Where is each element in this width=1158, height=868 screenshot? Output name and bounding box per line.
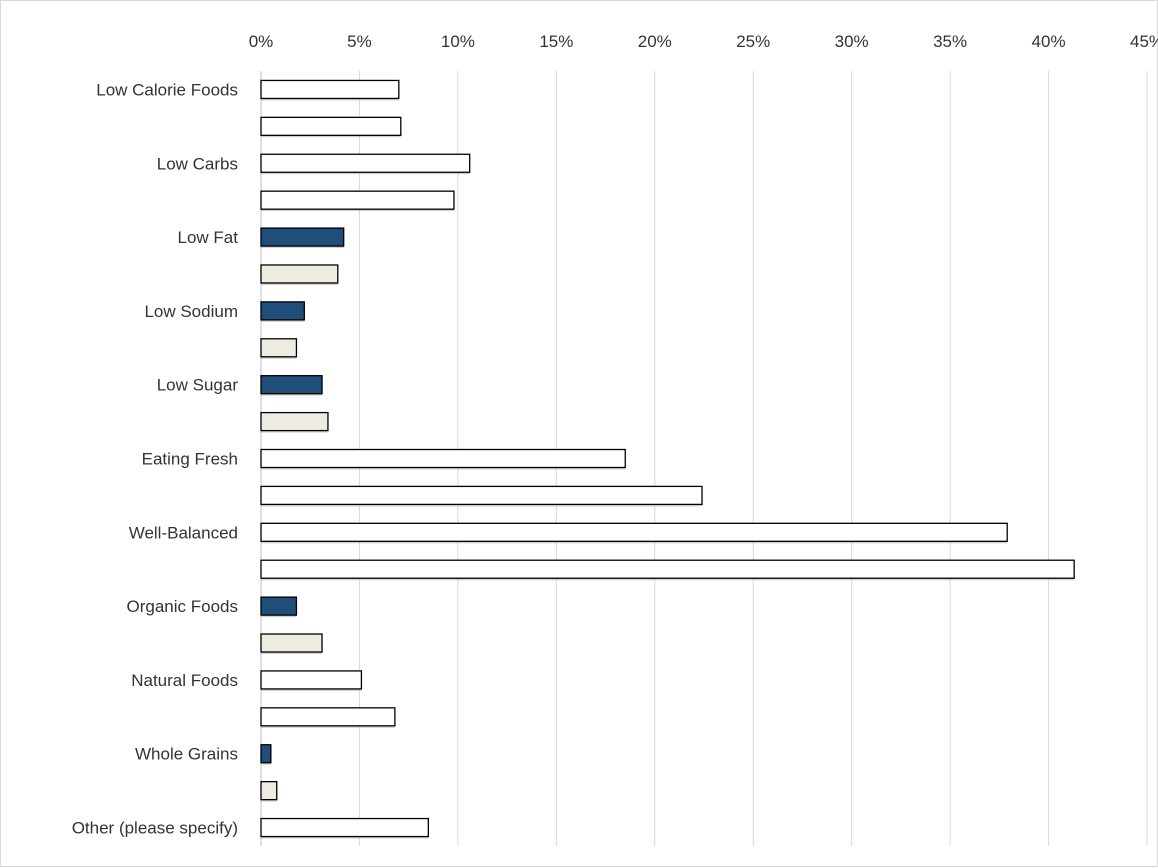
bar (260, 338, 298, 358)
bar (260, 633, 323, 653)
bar (260, 79, 400, 100)
category-label: Eating Fresh (142, 450, 238, 469)
bar (260, 301, 305, 321)
bar (260, 411, 329, 432)
x-tick-label: 15% (539, 32, 573, 51)
category-label: Organic Foods (127, 597, 239, 616)
category-label: Low Fat (178, 228, 239, 247)
x-tick-label: 45% (1130, 32, 1158, 51)
x-tick-label: 10% (441, 32, 475, 51)
x-tick-label: 35% (933, 32, 967, 51)
category-label: Whole Grains (135, 745, 238, 764)
category-labels: Low Calorie Foods Low Carbs Low Fat Low Sod… (72, 80, 239, 837)
bar (260, 153, 471, 173)
category-label: Low Sugar (157, 376, 239, 395)
bar (260, 670, 363, 690)
bar (260, 264, 339, 284)
category-label: Low Calorie Foods (96, 80, 238, 99)
category-label: Low Sodium (144, 302, 238, 321)
bar (260, 559, 1075, 579)
bar (260, 448, 626, 469)
x-tick-label: 5% (347, 32, 372, 51)
bar (260, 116, 402, 137)
bar (260, 596, 298, 616)
bar (260, 522, 1008, 542)
x-axis-tick-labels: 0% 5% 10% 15% 20% 25% 30% 35% 40% 45% (249, 32, 1158, 51)
bar (260, 190, 455, 210)
x-tick-label: 20% (638, 32, 672, 51)
bar (260, 817, 430, 838)
category-label: Well-Balanced (129, 523, 238, 542)
x-tick-label: 40% (1032, 32, 1066, 51)
bar-series (260, 79, 1075, 839)
bar (260, 744, 272, 764)
bar (260, 780, 278, 801)
bar (260, 375, 323, 395)
category-label: Natural Foods (131, 671, 238, 690)
bar (260, 227, 345, 247)
bar (260, 707, 396, 727)
x-tick-label: 30% (835, 32, 869, 51)
category-label: Low Carbs (157, 154, 238, 173)
category-label: Other (please specify) (72, 819, 238, 838)
x-tick-label: 0% (249, 32, 274, 51)
x-tick-label: 25% (736, 32, 770, 51)
bar (260, 485, 703, 506)
